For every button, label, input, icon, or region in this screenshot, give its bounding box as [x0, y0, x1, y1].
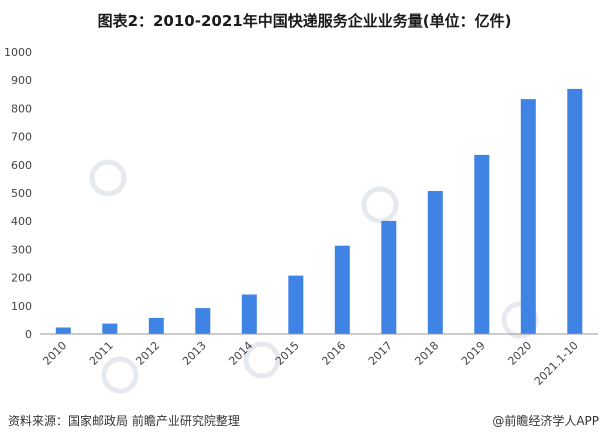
x-tick-label: 2018 — [412, 339, 441, 368]
bar-2013 — [195, 308, 211, 334]
x-tick-label: 2016 — [319, 339, 348, 368]
y-tick-label: 600 — [11, 159, 32, 172]
y-tick-label: 500 — [11, 187, 32, 200]
y-tick-label: 700 — [11, 131, 32, 144]
bar-2017 — [381, 220, 397, 334]
bar-2020 — [520, 99, 536, 334]
watermark-logo-icon — [89, 159, 127, 197]
x-tick-label: 2012 — [133, 339, 162, 368]
bar-2014 — [241, 294, 257, 334]
y-tick-label: 100 — [11, 300, 32, 313]
watermark-logo-icon — [243, 341, 281, 379]
x-tick-label: 2019 — [459, 339, 488, 368]
brand-credit: @前瞻经济学人APP — [492, 414, 599, 428]
bar-2015 — [288, 275, 304, 334]
y-tick-label: 0 — [25, 328, 32, 341]
x-tick-label: 2013 — [180, 339, 209, 368]
y-tick-label: 800 — [11, 102, 32, 115]
y-tick-label: 400 — [11, 215, 32, 228]
bar-2021.1-10 — [567, 88, 583, 335]
x-tick-label: 2014 — [226, 339, 255, 368]
watermark-logo-icon — [101, 356, 139, 394]
watermark-logo-icon — [501, 301, 539, 339]
x-tick-label: 2015 — [273, 339, 302, 368]
bar-2011 — [102, 323, 118, 334]
watermark-layer — [89, 159, 539, 394]
x-tick-label: 2021.1-10 — [532, 339, 581, 388]
bars-group — [55, 88, 583, 335]
x-axis-ticks: 2010 2011 2012 2013 2014 2015 2016 2017 2018 2019… — [40, 339, 580, 388]
bar-2010 — [55, 327, 71, 334]
watermark-logo-icon — [361, 186, 399, 224]
y-tick-label: 1000 — [4, 46, 32, 59]
bar-2019 — [474, 154, 490, 334]
source-note: 资料来源：国家邮政局 前瞻产业研究院整理 — [8, 414, 240, 428]
bar-2018 — [427, 191, 443, 334]
y-tick-label: 200 — [11, 272, 32, 285]
x-tick-label: 2020 — [505, 339, 534, 368]
y-axis-ticks: 0 100 200 300 400 500 600 700 800 900 1000 — [4, 46, 32, 341]
y-tick-label: 900 — [11, 74, 32, 87]
bar-2012 — [148, 317, 164, 334]
chart-title: 图表2：2010-2021年中国快递服务企业业务量(单位：亿件) — [97, 12, 512, 30]
bar-2016 — [334, 245, 350, 334]
y-tick-label: 300 — [11, 243, 32, 256]
x-tick-label: 2010 — [40, 339, 69, 368]
x-tick-label: 2017 — [366, 339, 395, 368]
